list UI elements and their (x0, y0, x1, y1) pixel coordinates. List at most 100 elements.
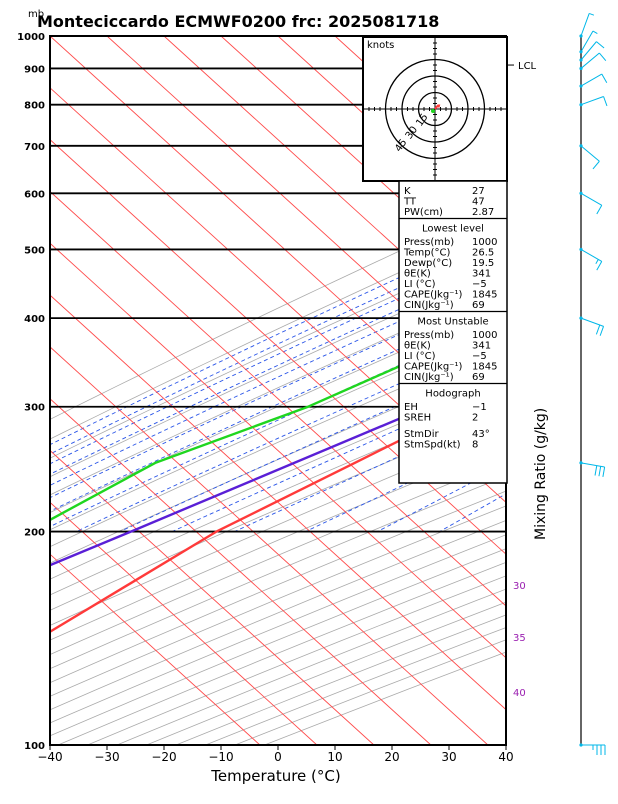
hodograph-row-value: −1 (472, 402, 487, 413)
temperature-tick-label: −30 (94, 750, 119, 764)
isotherm (0, 36, 374, 745)
most-unstable-row-label: Press(mb) (404, 330, 454, 341)
most-unstable-row-value: 1845 (472, 362, 497, 373)
wind-barb (579, 97, 607, 107)
wind-barb-dot (579, 67, 582, 70)
most-unstable-row-label: LI (°C) (404, 351, 436, 362)
moist-adiabat (8, 36, 618, 532)
wind-barb-staff (581, 53, 599, 68)
wind-barb-flag (596, 42, 604, 48)
lowest-level-row-value: 1845 (472, 290, 497, 301)
wind-barb-flag (599, 466, 601, 476)
wind-barb-staff (581, 74, 602, 86)
storm-motion-marker (431, 109, 435, 113)
wind-barb-flag (597, 205, 602, 214)
wind-barb-dot (579, 743, 582, 746)
hodograph-row-value: 8 (472, 440, 478, 451)
most-unstable-row-label: CAPE(Jkg⁻¹) (404, 362, 462, 373)
hodograph-row-label: SREH (404, 413, 431, 424)
wind-barb-dot (579, 84, 582, 87)
temperature-tick-label: 10 (327, 750, 342, 764)
theta-e-label: 30 (513, 581, 526, 592)
wind-barb (579, 743, 605, 755)
pressure-label: 800 (24, 101, 45, 112)
temperature-tick-label: −20 (151, 750, 176, 764)
theta-e-label: 40 (513, 688, 526, 699)
wind-barb (579, 42, 604, 62)
wind-barb (579, 248, 601, 270)
temperature-tick-label: −40 (37, 750, 62, 764)
most-unstable-row-label: θE(K) (404, 341, 431, 352)
info-section-header: Hodograph (425, 389, 480, 400)
wind-barb-staff (581, 146, 599, 161)
lowest-level-row-value: 26.5 (472, 248, 494, 259)
index-value: 27 (472, 186, 485, 197)
isotherm (0, 36, 602, 745)
wind-barb-staff (581, 193, 602, 205)
lowest-level-row-label: Temp(°C) (403, 248, 451, 259)
wind-barb (579, 144, 599, 169)
info-section-header: Lowest level (422, 224, 484, 235)
most-unstable-row-label: CIN(Jkg⁻¹) (404, 372, 454, 383)
lowest-level-row-label: LI (°C) (404, 279, 436, 290)
wind-barb-half-flag (593, 31, 597, 34)
wind-barb-dot (579, 144, 582, 147)
temperature-tick-label: 40 (498, 750, 513, 764)
theta-e-label: 35 (513, 633, 526, 644)
wind-barb-flag (597, 261, 602, 270)
pressure-label: 1000 (17, 32, 45, 43)
dry-adiabat (29, 36, 618, 745)
lowest-level-row-label: θE(K) (404, 269, 431, 280)
pressure-label: 700 (24, 142, 45, 153)
wind-barb-flag (603, 467, 605, 477)
wind-barb (579, 317, 603, 336)
wind-barb-dot (579, 317, 582, 320)
info-section-header: Most Unstable (417, 317, 488, 328)
pressure-label: 300 (24, 403, 45, 414)
mixing-ratio-axis-label: Mixing Ratio (g/kg) (533, 408, 549, 540)
wind-barb-dot (579, 461, 582, 464)
wind-barb-flag (600, 326, 603, 335)
wind-barb-dot (579, 58, 582, 61)
wind-barb-staff (581, 97, 604, 105)
wind-barb-flag (595, 466, 597, 476)
wind-barb-flag (599, 53, 605, 61)
hodograph-row-label: StmSpd(kt) (404, 440, 461, 451)
wind-barb (579, 461, 604, 477)
index-label: K (404, 186, 411, 197)
lowest-level-row-value: −5 (472, 279, 487, 290)
pressure-label: 500 (24, 245, 45, 256)
pressure-label: 200 (24, 528, 45, 539)
most-unstable-row-value: −5 (472, 351, 487, 362)
wind-barb-flag (602, 74, 607, 83)
wind-barb-staff (581, 249, 602, 261)
wind-barb-flag (593, 161, 599, 169)
lcl-label: LCL (518, 61, 537, 72)
wind-barb (579, 53, 605, 70)
most-unstable-row-value: 1000 (472, 330, 497, 341)
wind-barb-half-flag (589, 13, 594, 15)
index-label: TT (403, 197, 417, 208)
wind-barb-dot (579, 103, 582, 106)
isotherm (50, 36, 618, 745)
hodograph-row-label: EH (404, 402, 418, 413)
wind-barb (579, 192, 601, 214)
lowest-level-row-value: 69 (472, 300, 485, 311)
hodograph-row-value: 2 (472, 413, 478, 424)
lowest-level-row-label: CIN(Jkg⁻¹) (404, 300, 454, 311)
lowest-level-row-value: 1000 (472, 237, 497, 248)
index-value: 2.87 (472, 207, 494, 218)
lowest-level-row-label: CAPE(Jkg⁻¹) (404, 290, 462, 301)
lowest-level-row-value: 341 (472, 269, 491, 280)
theta-e-labels: 30 35 40 (513, 581, 526, 699)
index-value: 47 (472, 197, 485, 208)
wind-barb-half-flag (596, 259, 599, 263)
temperature-tick-label: 30 (441, 750, 456, 764)
wind-barb-dot (579, 248, 582, 251)
